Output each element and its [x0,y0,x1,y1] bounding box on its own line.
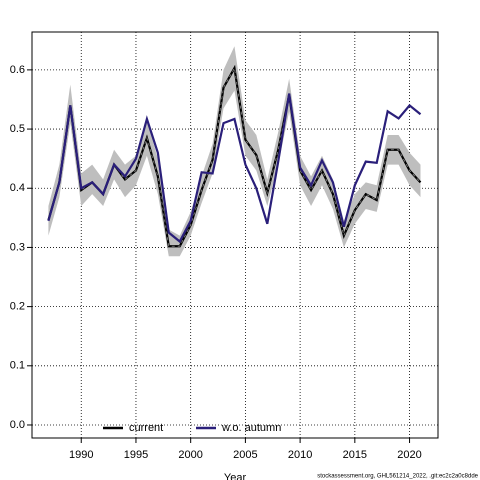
y-tick-label: 0.2 [10,301,25,313]
y-tick-label: 0.5 [10,123,25,135]
y-tick-label: 0.1 [10,360,25,372]
series-line-dash [48,66,421,247]
x-tick-label: 2020 [397,449,421,461]
y-tick-label: 0.0 [10,419,25,431]
series-line [47,93,422,244]
y-tick-label: 0.6 [10,64,25,76]
x-tick-label: 2010 [288,449,312,461]
x-tick-label: 1990 [69,449,93,461]
legend-label: current [129,422,163,434]
y-tick-label: 0.4 [10,182,25,194]
x-tick-label: 2005 [233,449,257,461]
x-tick-label: 2000 [178,449,202,461]
plot-frame [31,31,439,439]
x-tick-label: 1995 [124,449,148,461]
y-tick-label: 0.3 [10,241,25,253]
series-line [47,64,422,248]
footer: stockassessment.org, GHL561214_2022, .gi… [317,474,478,480]
confidence-band [48,46,421,257]
x-tick-label: 2015 [343,449,367,461]
legend-label: w.o. autumn [221,422,281,434]
x-axis-label: Year [224,472,247,480]
